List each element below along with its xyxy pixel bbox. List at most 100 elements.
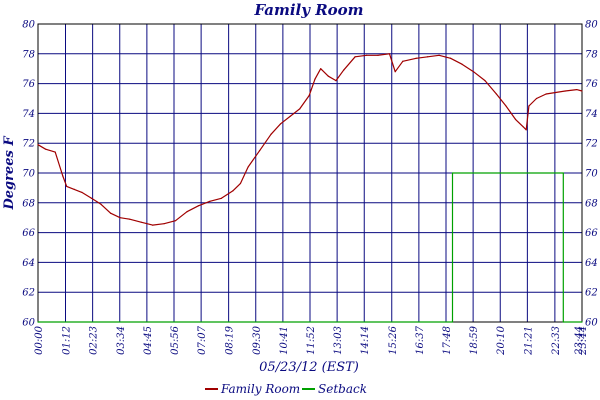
chart-title: Family Room	[253, 1, 363, 19]
x-tick-label: 22:33	[551, 326, 562, 356]
data-point	[247, 166, 249, 168]
data-point	[140, 221, 142, 223]
x-tick-label: 02:23	[89, 326, 100, 355]
data-point	[581, 321, 583, 323]
y-tick-label: 68	[22, 198, 35, 209]
x-tick-label: 13:03	[333, 326, 344, 355]
x-axis-label: 05/23/12 (EST)	[259, 360, 359, 375]
y-tick-label-right: 72	[585, 139, 598, 150]
data-point	[449, 57, 452, 59]
data-point	[258, 150, 261, 152]
x-tick-label: 21:21	[523, 326, 534, 356]
y-tick-label: 66	[22, 228, 35, 239]
data-point	[472, 71, 475, 73]
y-tick-label: 60	[22, 318, 35, 329]
data-point	[451, 321, 454, 323]
data-point	[186, 211, 188, 213]
y-tick-label-right: 64	[585, 258, 598, 269]
x-tick-label: 10:41	[279, 326, 290, 355]
data-point	[109, 212, 112, 214]
legend: Family Room Setback	[205, 382, 367, 396]
y-tick-label: 74	[22, 109, 35, 120]
data-point	[327, 75, 329, 77]
y-tick-label: 78	[22, 49, 35, 60]
x-tick-label: 23:44	[578, 326, 589, 356]
data-point	[335, 80, 337, 82]
y-tick-label-right: 68	[585, 198, 598, 209]
x-axis: 00:00 01:12 02:23 03:34 04:45 05:56 07:07 08:19…	[34, 325, 589, 355]
y-tick-label: 62	[22, 288, 35, 299]
data-point	[388, 53, 391, 55]
data-point	[427, 56, 429, 58]
data-point	[562, 172, 564, 174]
data-point	[129, 218, 131, 220]
y-tick-label-right: 60	[585, 318, 598, 329]
data-point	[505, 105, 507, 107]
data-point	[279, 123, 282, 125]
y-tick-label: 80	[22, 20, 35, 31]
y-axis-left: 60 62 64 66 68 70 72 74 76 78 80	[22, 20, 35, 329]
data-point	[564, 90, 566, 92]
y-tick-label-right: 80	[585, 20, 598, 31]
data-point	[308, 94, 310, 97]
y-tick-label-right: 70	[585, 169, 598, 180]
x-tick-label: 15:26	[388, 325, 399, 354]
data-point	[545, 93, 547, 95]
series-layer	[37, 53, 583, 323]
data-point	[514, 118, 517, 120]
data-point	[555, 91, 557, 94]
data-point	[525, 129, 527, 131]
data-point	[562, 321, 564, 323]
legend-label: Family Room	[220, 382, 300, 396]
legend-label: Setback	[318, 382, 367, 396]
y-tick-label-right: 66	[585, 228, 598, 239]
y-axis-label: Degrees F	[2, 136, 17, 211]
data-point	[314, 78, 316, 80]
data-point	[438, 54, 440, 56]
data-point	[535, 97, 538, 100]
series-line-1	[38, 172, 582, 323]
y-tick-label-right: 76	[585, 79, 598, 90]
x-tick-label: 03:34	[116, 326, 127, 355]
x-tick-label: 11:52	[306, 326, 317, 355]
x-tick-label: 20:10	[496, 325, 507, 355]
y-tick-label: 72	[22, 139, 35, 150]
data-point	[365, 54, 368, 56]
data-point	[377, 54, 379, 56]
data-point	[73, 188, 75, 190]
data-point	[394, 71, 396, 73]
data-point	[484, 80, 486, 82]
data-point	[37, 321, 39, 323]
data-point	[90, 197, 93, 199]
data-point	[402, 60, 404, 62]
x-tick-label: 05:56	[170, 325, 181, 354]
y-axis-right: 60 62 64 66 68 70 72 74 76 78 80	[585, 20, 598, 329]
y-tick-label: 64	[22, 258, 35, 269]
data-point	[66, 185, 68, 188]
data-point	[45, 148, 47, 150]
x-tick-label: 04:45	[143, 326, 154, 355]
data-point	[81, 191, 83, 193]
data-point	[343, 69, 345, 71]
data-point	[495, 93, 498, 95]
data-point	[270, 133, 272, 135]
x-tick-label: 17:48	[442, 326, 453, 355]
x-tick-label: 23:44	[574, 326, 585, 356]
data-point	[174, 220, 177, 222]
data-point	[62, 175, 64, 177]
y-tick-label-right: 62	[585, 288, 598, 299]
y-tick-label-right: 78	[585, 49, 598, 60]
data-point	[461, 63, 463, 65]
x-tick-label: 18:59	[469, 325, 480, 354]
y-tick-label-right: 74	[585, 109, 598, 120]
data-point	[239, 182, 242, 185]
data-point	[581, 90, 583, 92]
x-tick-label: 16:37	[415, 325, 426, 354]
data-point	[299, 108, 301, 110]
data-point	[54, 151, 56, 153]
data-point	[197, 205, 200, 207]
data-point	[209, 200, 211, 202]
data-point	[415, 57, 417, 59]
x-tick-label: 09:30	[252, 325, 263, 354]
